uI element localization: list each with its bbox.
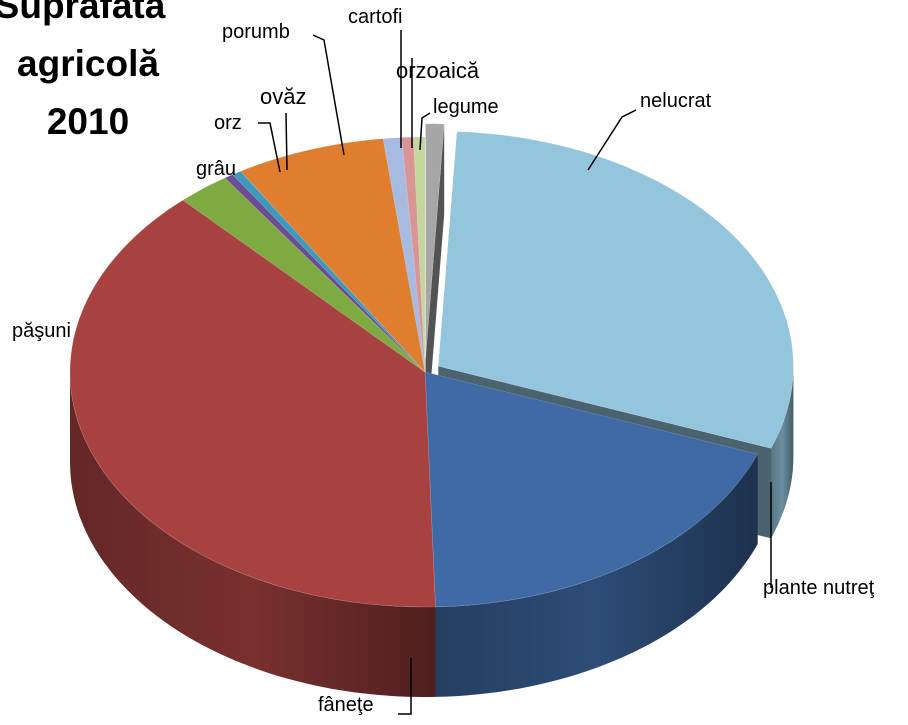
label-legume: legume [433,96,499,118]
slice-pasuni [69,199,436,608]
label-porumb: porumb [222,21,290,43]
leader-nelucrat [587,109,637,171]
label-ovaz: ovăz [260,84,306,109]
slice-side-shade-fanete [435,454,758,697]
slice-grau [182,177,426,373]
label-cartofi: cartofi [348,6,402,28]
slice-wall-nelucrat-1 [425,124,445,449]
leader-porumb [312,34,345,156]
pie-tops [69,123,794,608]
label-pasuni: păşuni [12,320,71,342]
label-orz: orz [214,112,242,134]
title-line-2: agricolă [17,43,159,84]
label-grau: grâu [196,158,236,180]
slice-nelucrat [425,123,445,359]
slice-side-shade-pasuni [70,372,436,697]
leader-legume [419,112,431,151]
title-line-1: Suprafata [0,0,166,26]
leader-orz [258,122,281,173]
leader-fanete [398,658,412,715]
label-plante-nutret: plante nutreţ [763,577,875,599]
label-orzoaica: orzoaică [396,58,480,83]
leader-lines [258,30,772,715]
slice-labels: nelucrat plante nutreţ fâneţe păşuni grâu orz… [12,6,875,716]
label-fanete: fâneţe [318,694,374,716]
chart-title: Suprafata agricolă 2010 [0,0,166,142]
slice-fanete [424,371,759,608]
label-nelucrat: nelucrat [640,90,712,112]
slice-side-shade-plante-nutret [771,366,794,539]
slice-plante-nutret [438,131,794,449]
title-line-3: 2010 [47,101,129,142]
leader-ovaz [285,112,288,171]
slice-legume [412,136,426,373]
slice-porumb [240,138,426,373]
